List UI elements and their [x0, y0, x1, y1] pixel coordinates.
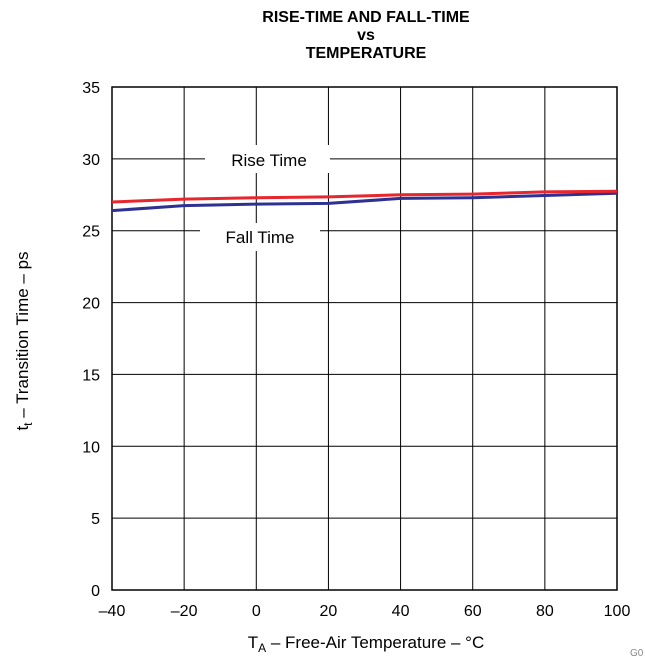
y-tick-label: 25	[82, 224, 100, 241]
y-tick-label: 10	[82, 439, 100, 456]
title-line-3: TEMPERATURE	[306, 45, 427, 62]
grid	[111, 86, 618, 591]
plot-area	[111, 86, 618, 591]
series-line-rise-time	[111, 189, 618, 204]
y-tick-label: 35	[82, 80, 100, 97]
figure-id: G0	[630, 648, 644, 659]
rise-time-label: Rise Time	[231, 151, 307, 170]
rise-time-label-bg	[205, 145, 330, 173]
x-tick-label: 80	[536, 603, 554, 620]
x-tick-label: 0	[252, 603, 261, 620]
chart-title: RISE-TIME AND FALL-TIME vs TEMPERATURE	[262, 9, 470, 62]
series-lines	[111, 189, 618, 213]
y-axis-label: tt – Transition Time – ps	[13, 251, 35, 430]
y-tick-label: 30	[82, 152, 100, 169]
series-line-fall-time	[111, 191, 618, 213]
y-axis-ticks: 0 5 10 15 20 25 30 35	[82, 80, 100, 600]
x-axis-ticks: –40 –20 0 20 40 60 80 100	[99, 603, 631, 620]
fall-time-label-bg	[200, 223, 320, 251]
x-axis-label: TA – Free-Air Temperature – °C	[248, 633, 485, 655]
y-tick-label: 20	[82, 296, 100, 313]
x-tick-label: 40	[392, 603, 410, 620]
title-line-1: RISE-TIME AND FALL-TIME	[262, 9, 470, 26]
y-tick-label: 0	[91, 583, 100, 600]
y-tick-label: 15	[82, 367, 100, 384]
x-tick-label: –40	[99, 603, 126, 620]
y-tick-label: 5	[91, 511, 100, 528]
title-line-2: vs	[357, 27, 375, 44]
x-tick-label: 100	[604, 603, 631, 620]
x-tick-label: 20	[320, 603, 338, 620]
fall-time-label: Fall Time	[226, 228, 295, 247]
x-tick-label: 60	[464, 603, 482, 620]
x-tick-label: –20	[171, 603, 198, 620]
